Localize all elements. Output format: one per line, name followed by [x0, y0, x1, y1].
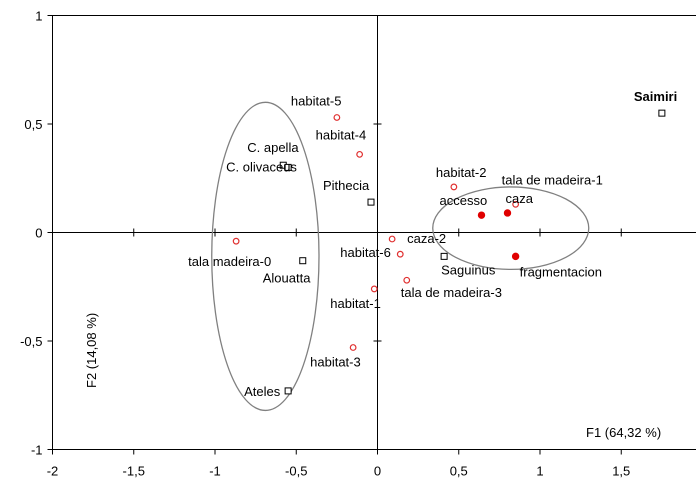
point-label: Saguinus: [441, 262, 496, 277]
cluster-ellipse: [432, 186, 590, 271]
x-tick-label: -1: [209, 464, 221, 479]
x-tick-label: -2: [47, 464, 59, 479]
point-label: habitat-1: [330, 296, 381, 311]
x-tick-label: 1,5: [612, 464, 630, 479]
open-circle-marker: [512, 200, 520, 208]
point-label: Ateles: [244, 384, 281, 399]
point-labels: Saimiri C. apella C. olivaceus Pithecia Alou…: [188, 89, 677, 399]
cluster-ellipses: [211, 101, 590, 412]
data-markers: [232, 109, 666, 395]
point-label: caza: [506, 191, 534, 206]
open-circle-marker: [356, 150, 364, 158]
y-tick-label: 1: [35, 9, 42, 24]
point-label: tala madeira-0: [188, 254, 271, 269]
point-label: Pithecia: [323, 178, 370, 193]
filled-circle-marker: [503, 209, 512, 217]
point-label: habitat-5: [291, 93, 342, 108]
open-square-marker: [284, 163, 292, 171]
point-label: caza-2: [407, 231, 446, 246]
open-square-marker: [367, 198, 375, 206]
point-label: habitat-4: [316, 127, 367, 142]
point-label: habitat-6: [340, 245, 391, 260]
open-circle-marker: [450, 183, 458, 191]
filled-circle-marker: [477, 211, 486, 219]
open-square-marker: [299, 257, 307, 265]
x-tick-label: -0,5: [285, 464, 307, 479]
point-label: Alouatta: [263, 271, 311, 286]
open-circle-marker: [232, 237, 240, 245]
point-label: Saimiri: [634, 89, 677, 104]
open-circle-marker: [388, 235, 396, 243]
point-label: C. apella: [247, 140, 299, 155]
open-square-marker: [284, 387, 292, 395]
tick-labels: -2-1,5-1-0,500,511,52-1-0,500,51: [20, 9, 630, 479]
open-circle-marker: [403, 276, 411, 284]
x-tick-label: 1: [536, 464, 543, 479]
y-tick-label: -0,5: [20, 334, 42, 349]
point-label: fragmentacion: [520, 264, 602, 279]
point-label: habitat-2: [436, 165, 487, 180]
y-tick-label: 0: [35, 226, 42, 241]
y-axis-label: F2 (14,08 %): [84, 313, 99, 388]
y-tick-label: 0,5: [24, 117, 42, 132]
open-circle-marker: [333, 114, 341, 121]
tick-marks: [47, 15, 622, 455]
open-square-marker: [440, 252, 448, 260]
open-circle-marker: [370, 285, 378, 293]
point-label: tala de madeira-3: [401, 285, 502, 300]
x-tick-label: 0: [374, 464, 381, 479]
x-tick-label: 0,5: [450, 464, 468, 479]
filled-circle-marker: [511, 252, 520, 261]
point-label: tala de madeira-1: [502, 172, 603, 187]
open-circle-marker: [349, 344, 357, 351]
point-label: accesso: [440, 193, 488, 208]
cluster-ellipse: [211, 101, 320, 412]
y-tick-label: -1: [31, 443, 43, 458]
x-tick-label: -1,5: [123, 464, 145, 479]
open-circle-marker: [396, 250, 404, 258]
open-square-marker: [658, 109, 666, 117]
point-label: C. olivaceus: [226, 159, 297, 174]
point-label: habitat-3: [310, 355, 361, 370]
x-axis-label: F1 (64,32 %): [586, 425, 661, 440]
